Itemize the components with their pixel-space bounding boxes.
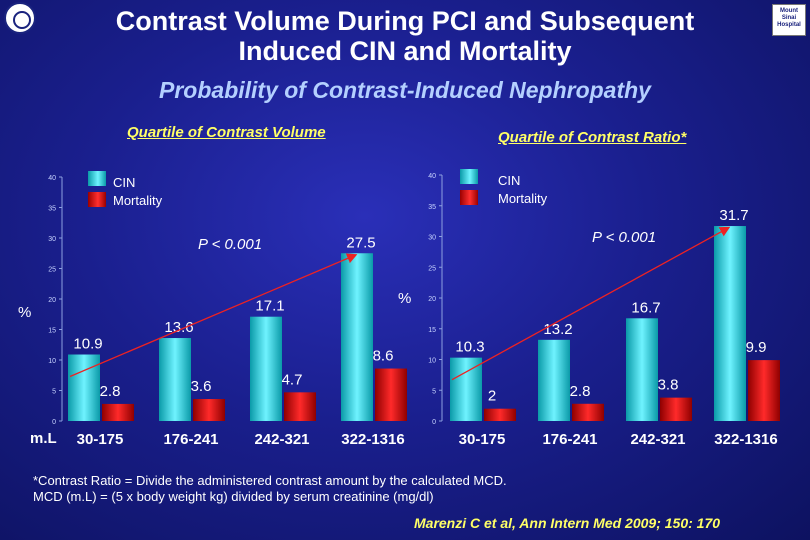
bar-cin bbox=[538, 339, 570, 421]
bar-cin bbox=[341, 253, 373, 421]
bar-mortality bbox=[748, 360, 780, 421]
data-label-cin: 13.2 bbox=[543, 321, 572, 338]
y-tick-label: 0 bbox=[432, 419, 436, 426]
data-label-mortality: 2.8 bbox=[570, 383, 591, 400]
chart-left-x-unit: m.L bbox=[30, 430, 57, 447]
data-label-mortality: 8.6 bbox=[373, 348, 394, 365]
y-tick-label: 5 bbox=[52, 389, 56, 396]
bar-mortality bbox=[660, 397, 692, 421]
x-category-label: 242-321 bbox=[630, 431, 685, 448]
footnote-line-1: *Contrast Ratio = Divide the administere… bbox=[33, 473, 507, 488]
bar-mortality bbox=[193, 399, 225, 421]
bar-cin bbox=[450, 357, 482, 421]
data-label-mortality: 4.7 bbox=[282, 371, 303, 388]
chart-right-y-label: % bbox=[398, 290, 412, 307]
data-label-cin: 10.3 bbox=[455, 339, 484, 356]
x-category-label: 30-175 bbox=[459, 431, 506, 448]
y-tick-label: 0 bbox=[52, 419, 56, 426]
trend-arrow bbox=[69, 253, 358, 378]
data-label-cin: 17.1 bbox=[255, 298, 284, 315]
data-label-mortality: 2.8 bbox=[100, 383, 121, 400]
data-label-cin: 16.7 bbox=[631, 299, 660, 316]
y-tick-label: 20 bbox=[428, 296, 436, 303]
x-category-label: 322-1316 bbox=[341, 431, 404, 448]
chart-left-legend: CIN Mortality bbox=[88, 170, 188, 214]
chart-left-y-label: % bbox=[18, 304, 32, 321]
y-tick-label: 40 bbox=[428, 173, 436, 180]
chart-left-title: Quartile of Contrast Volume bbox=[127, 124, 326, 141]
institution-seal-logo bbox=[4, 2, 36, 34]
mount-sinai-logo: Mount Sinai Hospital bbox=[772, 4, 806, 36]
chart-right-legend: CIN Mortality bbox=[460, 168, 560, 212]
bar-cin bbox=[68, 354, 100, 421]
chart-right-p-value: P < 0.001 bbox=[592, 229, 657, 246]
slide-title: Contrast Volume During PCI and Subsequen… bbox=[0, 6, 810, 66]
x-category-label: 176-241 bbox=[163, 431, 218, 448]
bar-mortality bbox=[484, 408, 516, 421]
legend-mortality-swatch bbox=[460, 190, 478, 205]
y-tick-label: 30 bbox=[48, 236, 56, 243]
slide-subtitle: Probability of Contrast-Induced Nephropa… bbox=[159, 77, 651, 103]
chart-right-title: Quartile of Contrast Ratio* bbox=[498, 129, 687, 146]
legend-mortality-label: Mortality bbox=[498, 191, 548, 206]
y-tick-label: 10 bbox=[48, 358, 56, 365]
y-tick-label: 25 bbox=[428, 265, 436, 272]
chart-left-p-value: P < 0.001 bbox=[198, 236, 263, 253]
y-tick-label: 15 bbox=[428, 327, 436, 334]
footnote: *Contrast Ratio = Divide the administere… bbox=[33, 473, 507, 505]
x-category-label: 176-241 bbox=[542, 431, 597, 448]
legend-cin-swatch bbox=[88, 171, 106, 186]
footnote-line-2: MCD (m.L) = (5 x body weight kg) divided… bbox=[33, 489, 434, 504]
bar-cin bbox=[250, 316, 282, 421]
legend-cin-swatch bbox=[460, 169, 478, 184]
y-tick-label: 35 bbox=[48, 206, 56, 213]
bar-mortality bbox=[102, 403, 134, 421]
y-tick-label: 15 bbox=[48, 328, 56, 335]
legend-cin-label: CIN bbox=[113, 175, 136, 190]
legend-mortality-swatch bbox=[88, 192, 106, 207]
title-line-1: Contrast Volume During PCI and Subsequen… bbox=[115, 6, 695, 36]
y-tick-label: 10 bbox=[428, 358, 436, 365]
legend-mortality-label: Mortality bbox=[113, 193, 163, 208]
x-category-label: 30-175 bbox=[77, 431, 124, 448]
y-tick-label: 40 bbox=[48, 175, 56, 182]
bar-cin bbox=[626, 318, 658, 421]
legend-cin-label: CIN bbox=[498, 173, 521, 188]
y-tick-label: 35 bbox=[428, 204, 436, 211]
bar-mortality bbox=[284, 392, 316, 421]
y-tick-label: 20 bbox=[48, 297, 56, 304]
data-label-cin: 27.5 bbox=[346, 234, 375, 251]
trend-arrow bbox=[451, 226, 731, 381]
data-label-mortality: 9.9 bbox=[746, 339, 767, 356]
bar-mortality bbox=[375, 368, 407, 421]
y-tick-label: 30 bbox=[428, 235, 436, 242]
x-category-label: 242-321 bbox=[254, 431, 309, 448]
x-category-label: 322-1316 bbox=[714, 431, 777, 448]
data-label-mortality: 2 bbox=[488, 388, 496, 405]
chart-right-plot: 0 5 10 15 20 25 30 35 40 10.3 2 30-175 13.2 2.8 176-24… bbox=[428, 173, 780, 448]
bar-cin bbox=[714, 226, 746, 421]
data-label-mortality: 3.6 bbox=[191, 378, 212, 395]
data-label-cin: 13.6 bbox=[164, 319, 193, 336]
title-line-2: Induced CIN and Mortality bbox=[238, 36, 572, 66]
chart-left-plot: 0 5 10 15 20 25 30 35 40 10.9 2.8 30-175 13.6 3.6 176-… bbox=[48, 175, 407, 448]
data-label-cin: 31.7 bbox=[719, 207, 748, 224]
bar-mortality bbox=[572, 403, 604, 421]
y-tick-label: 25 bbox=[48, 267, 56, 274]
data-label-cin: 10.9 bbox=[73, 336, 102, 353]
bar-cin bbox=[159, 338, 191, 421]
data-label-mortality: 3.8 bbox=[658, 377, 679, 394]
y-tick-label: 5 bbox=[432, 388, 436, 395]
citation: Marenzi C et al, Ann Intern Med 2009; 15… bbox=[414, 515, 721, 531]
